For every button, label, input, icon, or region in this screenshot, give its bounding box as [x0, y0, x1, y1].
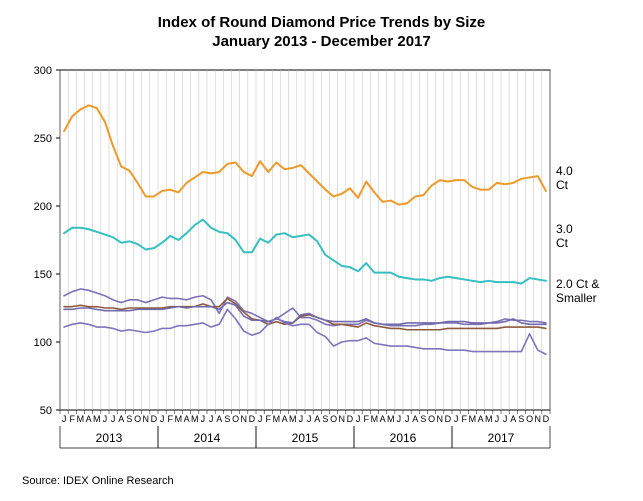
svg-text:F: F [364, 414, 370, 424]
series-label: Ct [556, 178, 569, 192]
svg-text:D: D [151, 414, 158, 424]
svg-text:N: N [535, 414, 542, 424]
svg-text:M: M [387, 414, 395, 424]
svg-text:J: J [160, 414, 165, 424]
svg-text:M: M [191, 414, 199, 424]
chart-title-line2: January 2013 - December 2017 [0, 33, 643, 50]
svg-text:2014: 2014 [194, 431, 221, 445]
svg-text:J: J [495, 414, 500, 424]
svg-text:J: J [62, 414, 67, 424]
svg-text:J: J [299, 414, 304, 424]
svg-text:S: S [322, 414, 328, 424]
svg-text:D: D [543, 414, 550, 424]
svg-text:2017: 2017 [488, 431, 515, 445]
svg-text:A: A [478, 414, 484, 424]
svg-text:O: O [428, 414, 435, 424]
svg-text:J: J [209, 414, 214, 424]
svg-text:A: A [314, 414, 320, 424]
svg-text:200: 200 [34, 201, 52, 213]
svg-text:A: A [86, 414, 92, 424]
svg-text:J: J [201, 414, 206, 424]
svg-text:F: F [266, 414, 272, 424]
svg-text:A: A [510, 414, 516, 424]
svg-text:150: 150 [34, 269, 52, 281]
svg-text:M: M [469, 414, 477, 424]
svg-text:A: A [282, 414, 288, 424]
svg-text:2016: 2016 [390, 431, 417, 445]
svg-text:M: M [273, 414, 281, 424]
svg-text:M: M [77, 414, 85, 424]
svg-text:O: O [232, 414, 239, 424]
svg-text:50: 50 [40, 405, 52, 417]
svg-text:O: O [330, 414, 337, 424]
svg-text:N: N [241, 414, 248, 424]
chart-title-line1: Index of Round Diamond Price Trends by S… [0, 14, 643, 31]
svg-text:J: J [397, 414, 402, 424]
svg-text:F: F [70, 414, 76, 424]
series-label: 3.0 [556, 222, 573, 236]
svg-text:J: J [356, 414, 361, 424]
svg-text:J: J [405, 414, 410, 424]
series-label: 2.0 Ct & [556, 277, 599, 291]
svg-text:100: 100 [34, 337, 52, 349]
svg-text:F: F [462, 414, 468, 424]
series-label: 4.0 [556, 164, 573, 178]
svg-text:A: A [412, 414, 418, 424]
svg-text:M: M [93, 414, 101, 424]
source-text: Source: IDEX Online Research [22, 475, 174, 487]
svg-text:N: N [339, 414, 346, 424]
svg-text:J: J [503, 414, 508, 424]
svg-text:N: N [143, 414, 150, 424]
svg-text:M: M [485, 414, 493, 424]
svg-text:D: D [445, 414, 452, 424]
svg-text:D: D [249, 414, 256, 424]
svg-text:O: O [526, 414, 533, 424]
series-label: Ct [556, 236, 569, 250]
svg-text:A: A [216, 414, 222, 424]
svg-text:250: 250 [34, 133, 52, 145]
series-label: Smaller [556, 291, 597, 305]
svg-text:M: M [289, 414, 297, 424]
svg-text:S: S [126, 414, 132, 424]
svg-text:300: 300 [34, 65, 52, 77]
svg-text:N: N [437, 414, 444, 424]
svg-text:A: A [184, 414, 190, 424]
svg-text:2015: 2015 [292, 431, 319, 445]
chart-container: { "chart": { "type": "line", "title_line… [0, 0, 643, 501]
svg-text:M: M [175, 414, 183, 424]
svg-text:J: J [111, 414, 116, 424]
svg-text:S: S [224, 414, 230, 424]
svg-text:S: S [518, 414, 524, 424]
svg-text:D: D [347, 414, 354, 424]
svg-text:A: A [118, 414, 124, 424]
svg-text:J: J [307, 414, 312, 424]
svg-text:J: J [454, 414, 459, 424]
svg-text:S: S [420, 414, 426, 424]
svg-text:J: J [103, 414, 108, 424]
svg-text:O: O [134, 414, 141, 424]
svg-text:2013: 2013 [96, 431, 123, 445]
svg-text:A: A [380, 414, 386, 424]
svg-text:F: F [168, 414, 174, 424]
svg-text:J: J [258, 414, 263, 424]
line-chart: 50100150200250300JFMAMJJASONDJFMAMJJASON… [0, 0, 643, 501]
svg-text:M: M [371, 414, 379, 424]
